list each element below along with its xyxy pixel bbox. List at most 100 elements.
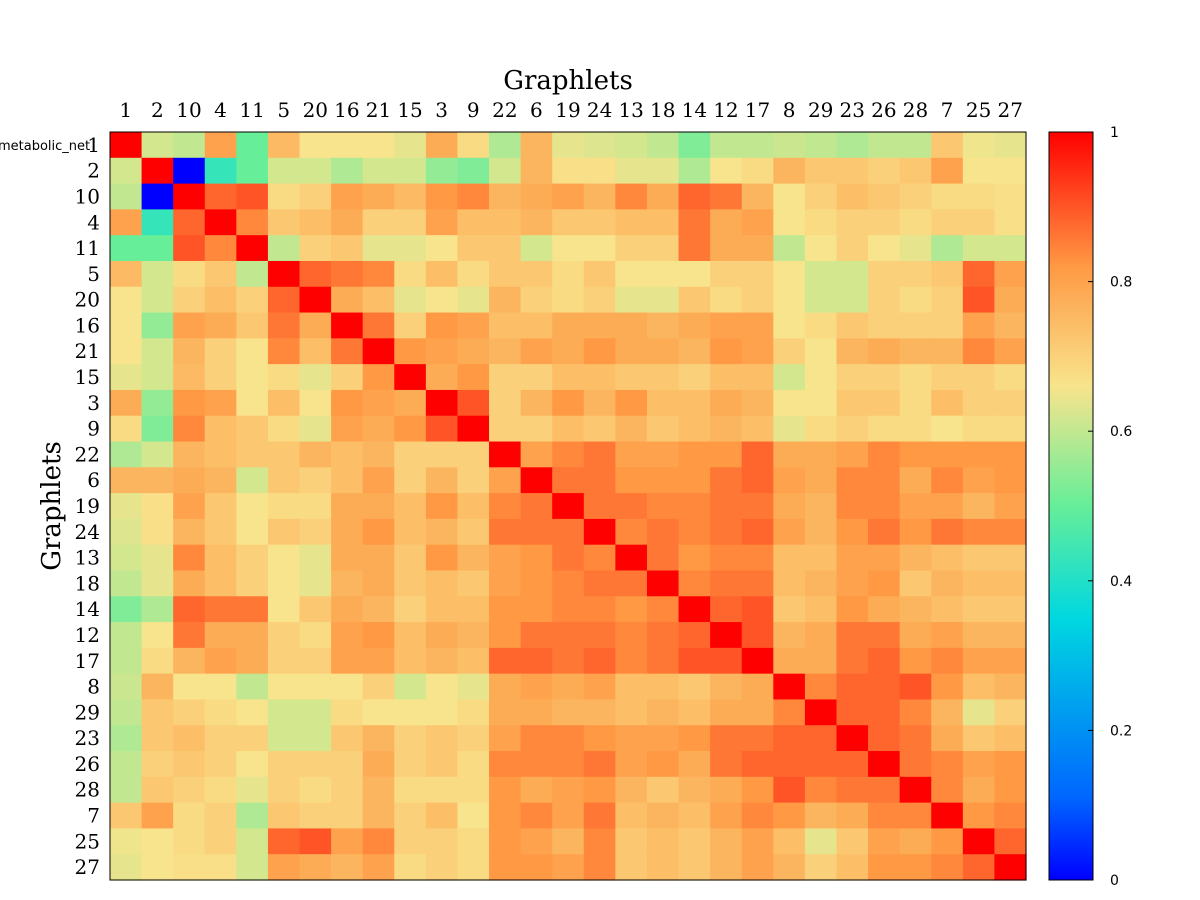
heatmap-cell-5-23 bbox=[836, 260, 869, 288]
heatmap-cell-26-17 bbox=[741, 751, 774, 778]
heatmap-cell-10-28 bbox=[899, 183, 932, 210]
heatmap-cell-27-16 bbox=[331, 854, 364, 881]
y-tick-label: 14 bbox=[75, 597, 100, 621]
heatmap-cell-12-15 bbox=[394, 622, 427, 649]
heatmap-cell-22-11 bbox=[236, 441, 269, 468]
x-tick-label: 20 bbox=[303, 98, 328, 122]
heatmap-cell-12-9 bbox=[457, 622, 490, 649]
heatmap-cell-17-2 bbox=[141, 647, 174, 675]
heatmap-cell-17-28 bbox=[899, 647, 932, 675]
heatmap-cell-6-6 bbox=[520, 467, 553, 494]
heatmap-cell-16-29 bbox=[804, 312, 838, 339]
heatmap-cell-22-26 bbox=[868, 441, 901, 468]
heatmap-cell-9-4 bbox=[204, 415, 237, 443]
x-tick-labels: 1 2 10 4 11 5 20 16 21 15 3 9 22 6 19 24 13 18 14 12 17 8 29 23… bbox=[119, 98, 1023, 122]
heatmap-cell-16-19 bbox=[552, 312, 585, 339]
heatmap-cell-9-28 bbox=[899, 415, 932, 443]
heatmap-cell-16-14 bbox=[678, 312, 711, 339]
heatmap-cell-24-24 bbox=[583, 518, 616, 546]
heatmap-cell-4-9 bbox=[457, 209, 490, 236]
heatmap-cell-19-10 bbox=[173, 493, 206, 520]
heatmap-cell-14-24 bbox=[583, 596, 616, 623]
heatmap-cell-18-28 bbox=[899, 570, 932, 597]
heatmap-cell-9-23 bbox=[836, 415, 869, 443]
heatmap-cell-10-17 bbox=[741, 183, 774, 210]
heatmap-cell-6-8 bbox=[773, 467, 806, 494]
heatmap-cell-2-19 bbox=[552, 157, 585, 185]
heatmap-cell-24-1 bbox=[110, 518, 143, 546]
heatmap-cell-24-9 bbox=[457, 518, 490, 546]
heatmap-cell-24-27 bbox=[994, 518, 1027, 546]
y-tick-label: 15 bbox=[75, 365, 100, 389]
heatmap-cell-11-18 bbox=[646, 235, 680, 262]
heatmap-cell-28-2 bbox=[141, 776, 174, 804]
heatmap-cell-23-23 bbox=[836, 725, 869, 752]
heatmap-cell-20-28 bbox=[899, 286, 932, 314]
heatmap-cell-29-14 bbox=[678, 699, 711, 726]
heatmap-cell-9-1 bbox=[110, 415, 143, 443]
heatmap-cell-20-5 bbox=[267, 286, 301, 314]
y-tick-label: 24 bbox=[75, 520, 100, 544]
heatmap-cell-7-7 bbox=[931, 802, 964, 830]
heatmap-cell-12-19 bbox=[552, 622, 585, 649]
heatmap-cell-17-25 bbox=[962, 647, 996, 675]
heatmap-cell-18-8 bbox=[773, 570, 806, 597]
heatmap-cell-22-13 bbox=[615, 441, 648, 468]
heatmap-cell-9-7 bbox=[931, 415, 964, 443]
heatmap-cell-1-2 bbox=[141, 132, 174, 159]
heatmap-cell-2-22 bbox=[489, 157, 522, 185]
heatmap-cell-14-7 bbox=[931, 596, 964, 623]
heatmap-cell-23-28 bbox=[899, 725, 932, 752]
heatmap-cell-1-24 bbox=[583, 132, 616, 159]
heatmap-cell-13-10 bbox=[173, 544, 206, 572]
heatmap-cell-6-15 bbox=[394, 467, 427, 494]
heatmap-cell-2-2 bbox=[141, 157, 174, 185]
heatmap-cell-20-27 bbox=[994, 286, 1027, 314]
heatmap-cell-12-22 bbox=[489, 622, 522, 649]
heatmap-cell-25-2 bbox=[141, 828, 174, 855]
heatmap-cell-3-9 bbox=[457, 389, 490, 417]
x-tick-label: 4 bbox=[214, 98, 227, 122]
heatmap-cell-4-17 bbox=[741, 209, 774, 236]
heatmap-cell-9-10 bbox=[173, 415, 206, 443]
heatmap-cell-15-11 bbox=[236, 364, 269, 391]
heatmap-cell-22-21 bbox=[362, 441, 395, 468]
heatmap-cell-21-18 bbox=[646, 338, 680, 365]
heatmap-cell-14-27 bbox=[994, 596, 1027, 623]
heatmap-cell-8-9 bbox=[457, 673, 490, 701]
heatmap-cell-29-3 bbox=[425, 699, 459, 726]
heatmap-cell-7-25 bbox=[962, 802, 996, 830]
heatmap-cell-2-20 bbox=[299, 157, 332, 185]
heatmap-cell-24-11 bbox=[236, 518, 269, 546]
heatmap-cell-21-3 bbox=[425, 338, 459, 365]
heatmap-cell-12-8 bbox=[773, 622, 806, 649]
heatmap-cell-4-14 bbox=[678, 209, 711, 236]
heatmap-cell-23-20 bbox=[299, 725, 332, 752]
heatmap-cell-17-9 bbox=[457, 647, 490, 675]
heatmap-cell-11-17 bbox=[741, 235, 774, 262]
heatmap-cell-6-21 bbox=[362, 467, 395, 494]
heatmap-cell-9-14 bbox=[678, 415, 711, 443]
heatmap-cell-5-29 bbox=[804, 260, 838, 288]
heatmap-cell-22-4 bbox=[204, 441, 237, 468]
heatmap-cell-18-18 bbox=[646, 570, 680, 597]
heatmap-cell-16-24 bbox=[583, 312, 616, 339]
heatmap-cell-28-28 bbox=[899, 776, 932, 804]
heatmap-cell-15-23 bbox=[836, 364, 869, 391]
heatmap-cell-14-1 bbox=[110, 596, 143, 623]
heatmap-cell-17-13 bbox=[615, 647, 648, 675]
heatmap-cell-29-1 bbox=[110, 699, 143, 726]
heatmap-cell-20-12 bbox=[710, 286, 743, 314]
heatmap-cell-8-27 bbox=[994, 673, 1027, 701]
heatmap-cell-24-5 bbox=[267, 518, 301, 546]
heatmap-cell-17-20 bbox=[299, 647, 332, 675]
heatmap-cell-29-12 bbox=[710, 699, 743, 726]
heatmap-cell-7-1 bbox=[110, 802, 143, 830]
heatmap-cell-15-25 bbox=[962, 364, 996, 391]
heatmap-cell-1-20 bbox=[299, 132, 332, 159]
heatmap-cell-20-8 bbox=[773, 286, 806, 314]
heatmap-cell-14-15 bbox=[394, 596, 427, 623]
heatmap-cell-1-1 bbox=[110, 132, 143, 159]
heatmap-cell-4-1 bbox=[110, 209, 143, 236]
